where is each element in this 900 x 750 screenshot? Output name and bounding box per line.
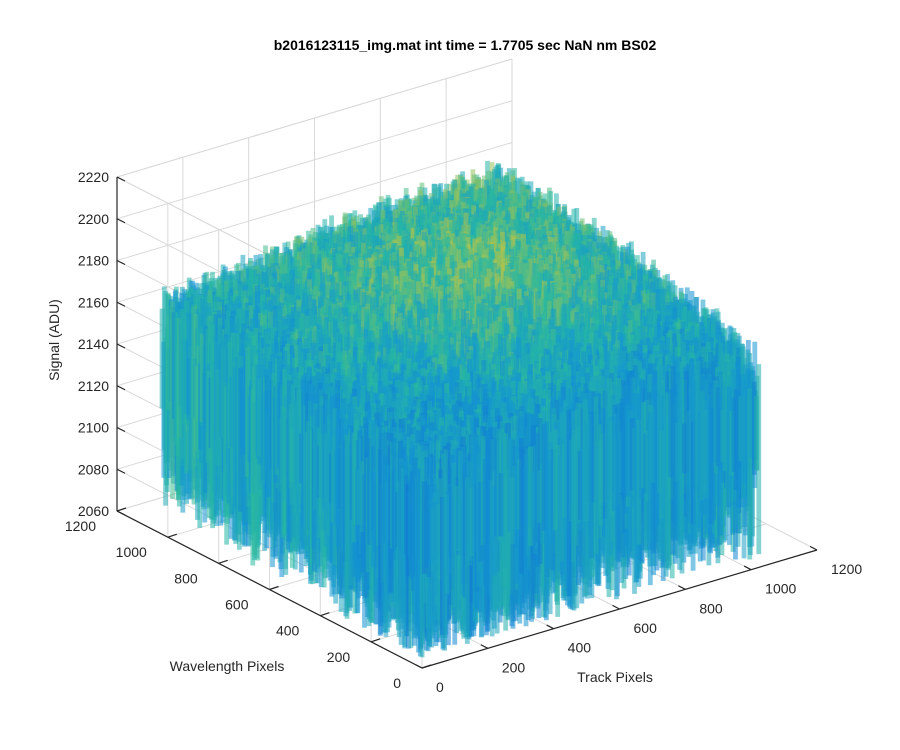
surface-mesh — [159, 160, 762, 658]
grid-line — [116, 142, 513, 261]
box-edge — [116, 58, 513, 178]
grid-line — [116, 100, 513, 220]
